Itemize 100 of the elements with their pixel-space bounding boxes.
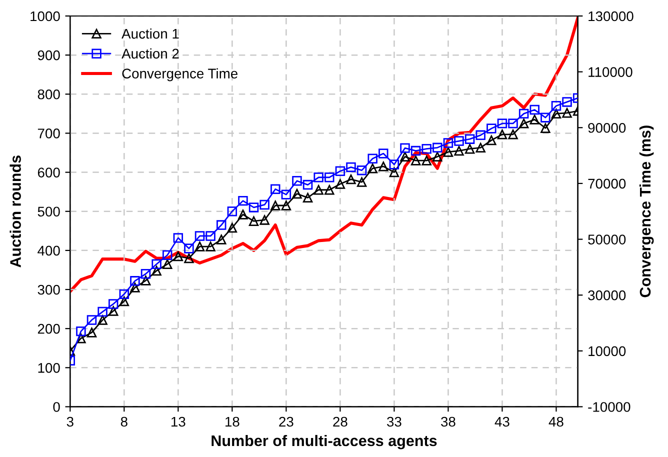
- point: [292, 188, 302, 199]
- point: [562, 97, 572, 107]
- point: [378, 148, 388, 158]
- y-axis-title: Auction rounds: [10, 156, 21, 268]
- y2-tick-label: 30000: [588, 290, 626, 300]
- y-tick-label: 100: [38, 362, 60, 373]
- point: [302, 192, 313, 203]
- x-tick-label: 28: [333, 416, 348, 427]
- point: [346, 174, 356, 184]
- point: [400, 143, 410, 153]
- x-tick-label: 38: [441, 416, 456, 427]
- point: [130, 276, 140, 286]
- point: [518, 108, 529, 119]
- point: [194, 231, 205, 241]
- point: [410, 156, 421, 166]
- point: [356, 165, 367, 176]
- point: [400, 152, 410, 162]
- point: [238, 196, 248, 206]
- x-tick-label: 48: [548, 416, 564, 427]
- point: [119, 296, 130, 306]
- point: [184, 244, 194, 254]
- point: [530, 104, 540, 115]
- point: [324, 185, 334, 195]
- point: [476, 142, 486, 153]
- point: [464, 134, 475, 144]
- x-tick-label: 13: [171, 416, 186, 427]
- point: [130, 282, 140, 292]
- point: [368, 154, 378, 164]
- y2-tick-label: 70000: [588, 178, 626, 189]
- y-tick-label: 1000: [30, 11, 60, 22]
- point: [292, 176, 302, 186]
- point: [410, 146, 421, 156]
- point: [119, 289, 130, 300]
- y-tick-label: 900: [38, 50, 60, 60]
- point: [443, 138, 454, 148]
- point: [551, 108, 562, 119]
- point: [562, 108, 572, 118]
- point: [248, 202, 259, 212]
- point: [98, 306, 108, 317]
- point: [173, 233, 184, 243]
- point: [454, 146, 464, 156]
- y-tick-label: 800: [38, 89, 60, 100]
- y-tick-label: 700: [38, 128, 60, 138]
- point: [324, 172, 334, 182]
- point: [162, 250, 172, 260]
- x-tick-label: 43: [494, 416, 510, 427]
- point: [335, 166, 346, 176]
- point: [368, 164, 378, 174]
- x-tick-label: 23: [279, 416, 294, 427]
- point: [98, 315, 108, 325]
- point: [140, 276, 151, 286]
- point: [281, 200, 292, 210]
- point: [76, 326, 86, 336]
- y-tick-label: 200: [38, 324, 60, 334]
- point: [422, 144, 432, 154]
- y-tick-label: 500: [38, 206, 60, 217]
- point: [508, 130, 518, 140]
- point: [260, 215, 270, 225]
- y2-tick-label: 50000: [588, 234, 626, 244]
- point: [540, 123, 550, 133]
- point: [184, 253, 194, 264]
- legend-label: Auction 1: [122, 28, 179, 39]
- point: [248, 216, 259, 226]
- point: [216, 234, 226, 244]
- point: [152, 259, 162, 269]
- point: [227, 222, 238, 233]
- x-tick-label: 33: [386, 416, 402, 427]
- point: [540, 112, 550, 122]
- point: [422, 156, 432, 166]
- x-axis-title: Number of multi-access agents: [212, 434, 437, 450]
- point: [454, 136, 464, 146]
- point: [238, 210, 248, 220]
- point: [314, 172, 324, 182]
- point: [389, 160, 400, 170]
- point: [140, 269, 151, 279]
- y2-tick-label: -10000: [588, 402, 630, 412]
- point: [497, 118, 508, 128]
- point: [508, 118, 518, 128]
- point: [518, 118, 529, 128]
- point: [108, 299, 118, 309]
- y2-tick-label: 130000: [588, 11, 634, 22]
- y-tick-label: 600: [38, 168, 60, 178]
- point: [270, 200, 280, 210]
- point: [432, 152, 442, 162]
- x-tick-label: 8: [120, 416, 128, 427]
- x-tick-label: 3: [66, 416, 74, 427]
- point: [389, 167, 400, 178]
- point: [227, 206, 238, 216]
- point: [346, 162, 356, 172]
- x-tick-label: 18: [226, 416, 240, 427]
- point: [551, 101, 562, 111]
- point: [486, 124, 496, 134]
- y-tick-label: 0: [53, 402, 60, 412]
- point: [432, 142, 442, 153]
- point: [378, 162, 388, 172]
- point: [162, 259, 172, 269]
- y2-tick-label: 10000: [588, 346, 626, 356]
- point: [530, 114, 540, 124]
- legend-label: Convergence Time: [122, 68, 238, 82]
- point: [86, 328, 97, 338]
